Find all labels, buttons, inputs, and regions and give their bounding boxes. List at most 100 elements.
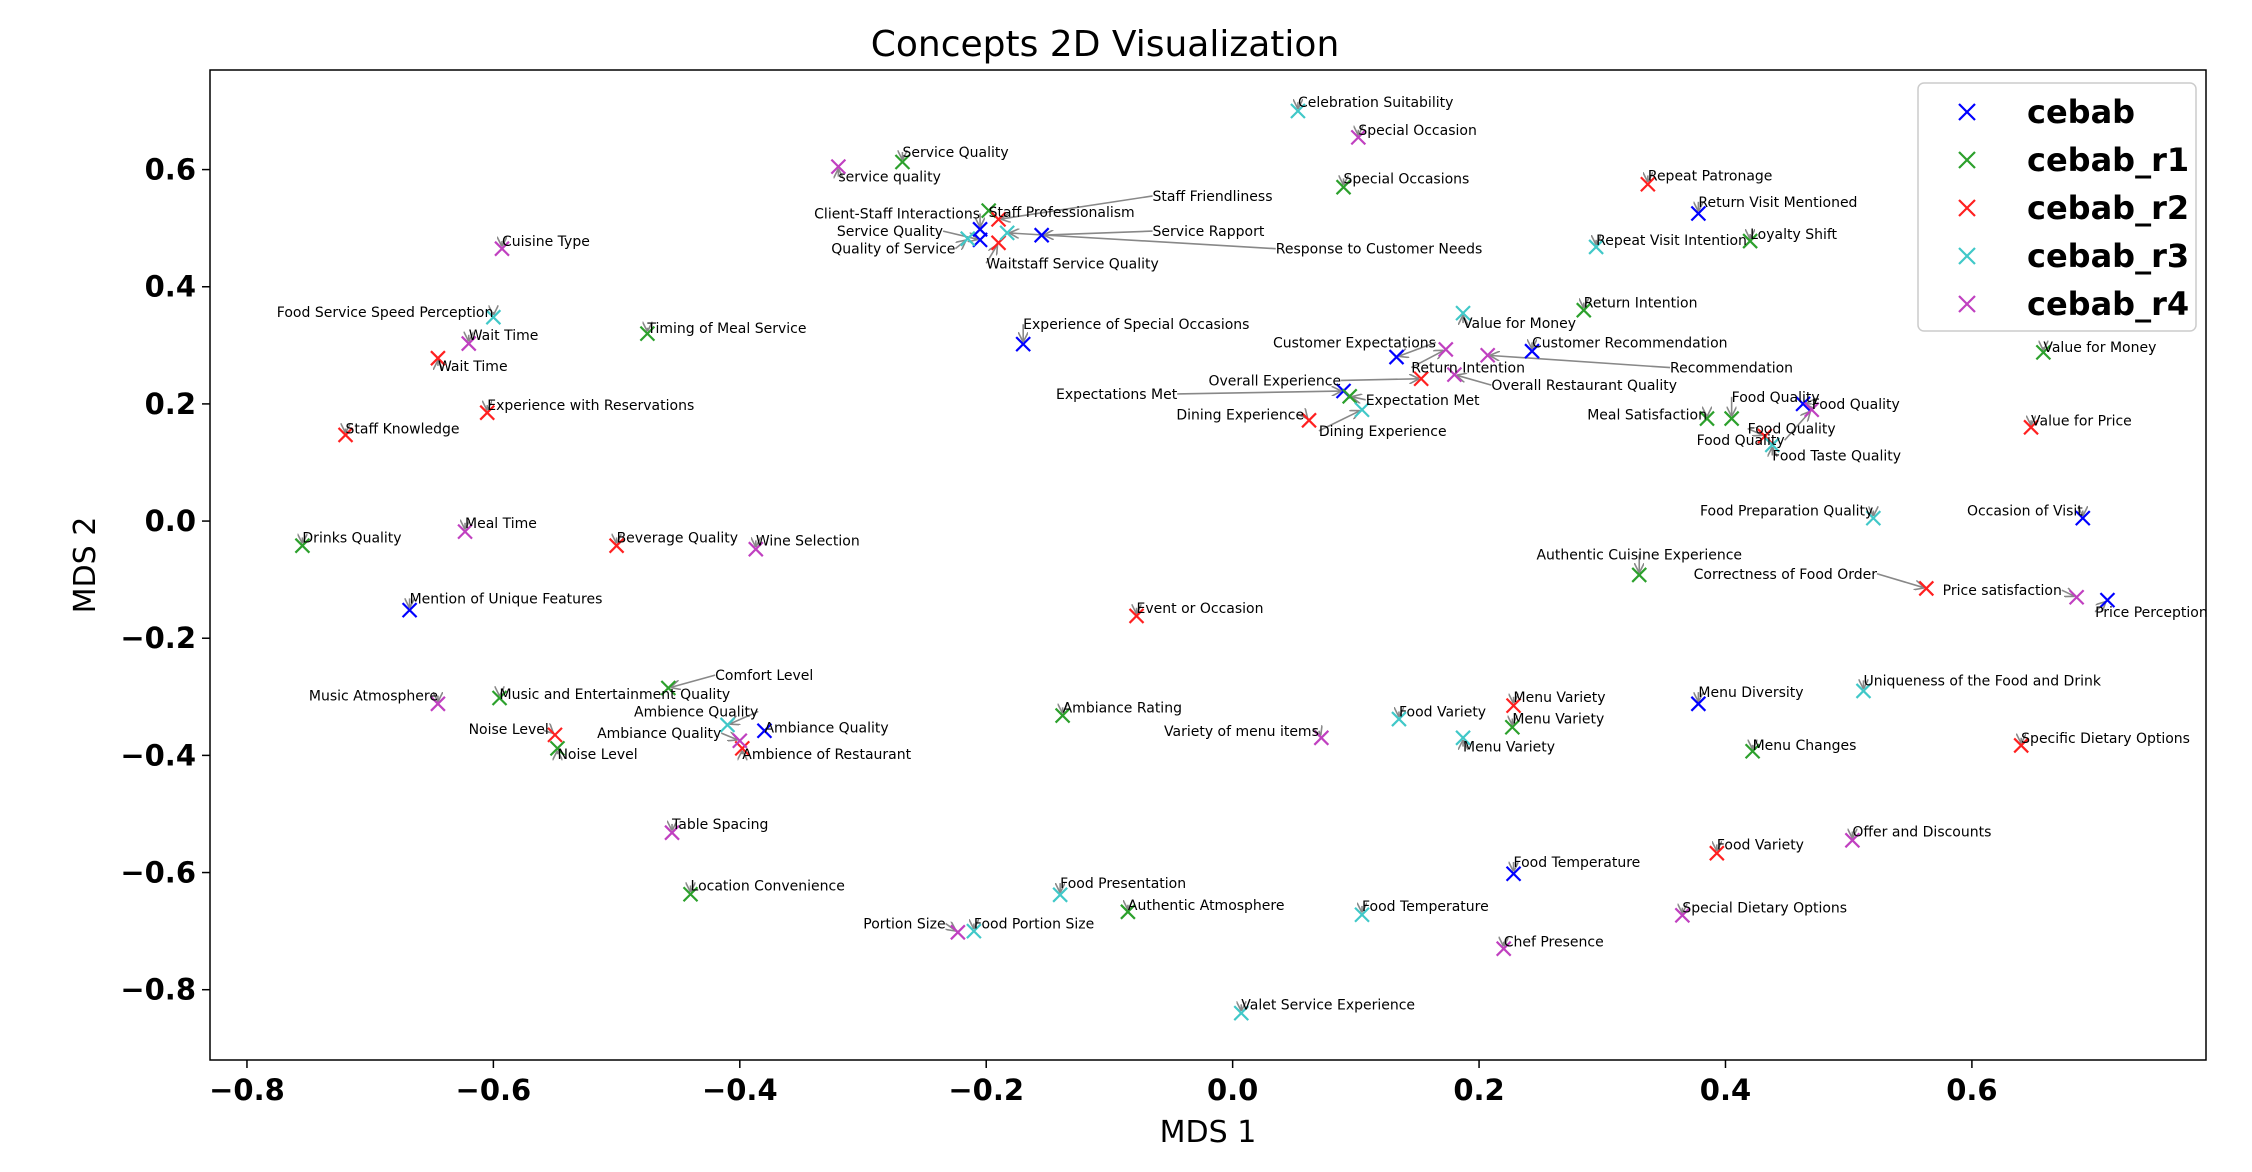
data-point-cebab_r4-stroke [732,732,748,749]
annotation-arrow [1876,573,1923,588]
legend-marker-cebab-stroke [1958,103,1976,121]
y-axis-label: MDS 2 [68,517,103,614]
point-label: Wait Time [438,359,508,375]
data-point-cebab_r1 [1504,719,1521,736]
data-point-cebab-stroke [1015,336,1031,352]
data-point-cebab_r4-stroke [1313,730,1330,746]
point-label: Wine Selection [756,533,860,549]
data-point-cebab_r2-stroke [479,404,496,421]
point-label: Value for Money [1463,316,1576,332]
data-point-cebab_r4-stroke [1844,832,1861,849]
data-point-cebab_r4-stroke [1803,401,1820,418]
data-point-cebab_r1 [1744,743,1761,760]
point-label: Overall Experience [1209,373,1342,389]
data-point-cebab_r2-stroke [608,537,625,554]
legend-marker-cebab_r1 [1958,151,1976,169]
legend-marker-cebab_r3-stroke [1958,247,1976,265]
data-point-cebab_r3 [1290,103,1306,119]
data-point-cebab_r3 [966,923,982,939]
point-label: Menu Variety [1512,711,1604,727]
x-tick-label: −0.2 [948,1073,1024,1107]
point-label: Table Spacing [671,817,768,833]
data-point-cebab_r2 [430,350,446,366]
annotation-arrow [1491,355,1671,369]
point-label: Occasion of Visit [1967,504,2083,520]
data-point-cebab_r1-stroke [660,680,677,696]
point-label: Repeat Visit Intention [1596,233,1747,249]
data-point-cebab_r2-stroke [990,211,1007,228]
point-label: Food Taste Quality [1772,448,1901,464]
data-point-cebab [972,232,988,248]
point-label: Food Preparation Quality [1700,504,1873,520]
data-point-cebab_r3 [1455,730,1471,746]
point-label: Menu Diversity [1698,685,1803,701]
data-point-cebab_r1-stroke [1120,904,1136,920]
data-point-cebab_r4 [494,240,510,257]
data-point-cebab_r4 [1479,347,1496,364]
data-point-cebab_r2-stroke [734,740,751,757]
data-point-cebab_r1-stroke [294,537,311,554]
annotation-arrow [1410,351,1443,369]
data-point-cebab_r3 [719,717,736,733]
chart-title: Concepts 2D Visualization [871,24,1340,65]
legend-label-cebab_r3: cebab_r3 [2027,237,2189,275]
point-label: Staff Knowledge [346,422,460,438]
data-point-cebab_r4 [457,523,473,540]
legend: cebab cebab_r1 cebab_r2 cebab_r3 cebab_r4 [1917,82,2197,332]
data-point-cebab_r3 [1391,711,1407,727]
point-label: Response to Customer Needs [1276,242,1483,258]
point-label: Ambiance Rating [1063,700,1182,716]
data-point-cebab [1505,865,1522,882]
point-label: Meal Satisfaction [1587,407,1707,423]
point-label: Customer Recommendation [1532,335,1727,351]
data-point-cebab_r1-stroke [1504,719,1521,736]
point-label: Food Portion Size [974,917,1094,933]
point-label: service quality [838,170,941,186]
data-point-cebab_r2 [990,211,1007,228]
point-label: Value for Money [2043,340,2156,356]
legend-label-cebab_r1: cebab_r1 [2027,141,2189,179]
point-label: Food Presentation [1060,876,1186,892]
point-label: Event or Occasion [1137,601,1264,617]
data-point-cebab_r3-stroke [999,225,1015,241]
annotation-arrow [985,245,997,264]
data-point-cebab_r2 [1301,412,1317,429]
data-point-cebab_r2-stroke [1757,428,1773,444]
legend-marker-cebab_r2-stroke [1958,199,1976,217]
data-point-cebab_r2 [1413,370,1429,387]
y-tick-label: 0.4 [145,270,196,304]
data-point-cebab_r1-stroke [682,886,699,902]
data-point-cebab [2075,510,2091,526]
point-label: Loyalty Shift [1750,227,1837,243]
data-point-cebab_r2 [1640,176,1656,193]
data-point-cebab_r3 [485,309,502,325]
data-point-cebab [756,723,773,739]
legend-label-cebab_r2: cebab_r2 [2027,189,2189,227]
point-label: Experience with Reservations [487,398,694,414]
y-tick-label: −0.4 [120,738,196,772]
data-point-cebab_r4 [664,824,680,841]
data-point-cebab_r1-stroke [894,154,911,170]
point-label: Timing of Meal Service [646,321,806,337]
data-point-cebab_r2 [1128,608,1145,624]
data-point-cebab-stroke [2075,510,2091,526]
data-point-cebab_r2-stroke [1709,845,1725,861]
point-label: Waitstaff Service Quality [986,256,1159,272]
data-point-cebab-stroke [1690,205,1707,222]
data-point-cebab_r1 [1742,233,1758,249]
point-label: Wait Time [469,328,539,344]
data-point-cebab_r4-stroke [460,335,477,352]
data-point-cebab_r1 [639,325,656,342]
point-label: Comfort Level [715,668,813,684]
point-label: Recommendation [1670,361,1793,377]
data-point-cebab_r4 [1674,907,1691,924]
point-label: Menu Variety [1514,690,1606,706]
point-label: Chef Presence [1504,935,1604,951]
point-label: Food Quality [1697,433,1785,449]
annotation-arrow [1457,375,1492,386]
point-label: Ambience of Restaurant [742,747,911,763]
data-point-cebab_r4-stroke [1479,347,1496,364]
annotation-arrow [1318,411,1359,432]
data-point-cebab_r3 [959,230,976,247]
